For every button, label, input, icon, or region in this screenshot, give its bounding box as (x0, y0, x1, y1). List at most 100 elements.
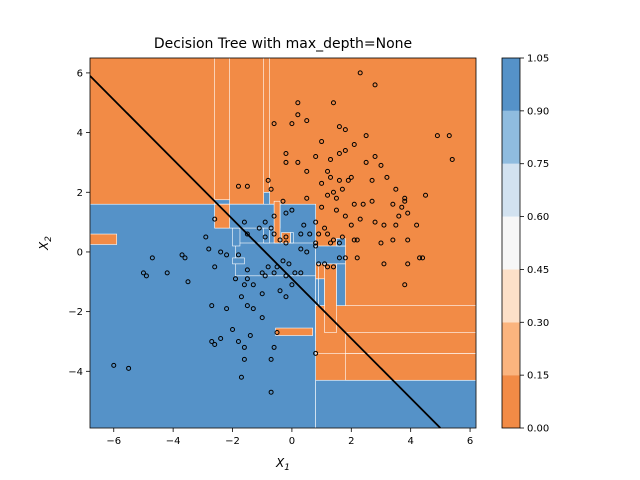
data-point (402, 282, 408, 288)
data-point (277, 237, 283, 243)
data-point (330, 264, 336, 270)
data-point (280, 258, 286, 264)
data-point (325, 168, 331, 174)
data-point (283, 240, 289, 246)
data-point (241, 356, 247, 362)
data-point (283, 159, 289, 165)
region-class-1 (290, 232, 294, 244)
region-class-0 (275, 327, 313, 336)
data-point (369, 177, 375, 183)
data-point (209, 338, 215, 344)
data-point (449, 156, 455, 162)
data-point (271, 270, 277, 276)
data-point (357, 70, 363, 76)
data-point (405, 210, 411, 216)
y-tick-label: −2 (68, 307, 83, 318)
data-point (262, 219, 268, 225)
data-point (304, 168, 310, 174)
data-point (328, 174, 334, 180)
data-point (393, 222, 399, 228)
data-point (265, 264, 271, 270)
colorbar-tick-label: 0.90 (527, 106, 549, 117)
data-point (265, 177, 271, 183)
data-point (212, 216, 218, 222)
data-point (262, 273, 268, 279)
data-point (420, 255, 426, 261)
data-point (446, 133, 452, 139)
data-point (244, 231, 250, 237)
data-point (280, 198, 286, 204)
data-point (351, 142, 357, 148)
data-point (336, 124, 342, 130)
boundary-line (90, 75, 442, 428)
data-point (289, 282, 295, 288)
boundary-line-layer (90, 75, 442, 428)
y-axis-ticks: −4 −2 0 2 4 6 (68, 68, 90, 378)
data-point (333, 195, 339, 201)
data-point (322, 225, 328, 231)
data-point (319, 180, 325, 186)
data-point (405, 237, 411, 243)
data-point (283, 234, 289, 240)
data-point (342, 127, 348, 133)
data-point (316, 231, 322, 237)
data-point (185, 279, 191, 285)
x-tick-label: −6 (106, 436, 121, 447)
data-point (268, 389, 274, 395)
colorbar-tick-label: 0.15 (527, 371, 549, 382)
data-point (271, 121, 277, 127)
data-point (295, 112, 301, 118)
data-point (372, 82, 378, 88)
region-class-0 (273, 200, 281, 244)
y-tick-label: 4 (77, 128, 83, 139)
data-point (339, 234, 345, 240)
data-point (250, 306, 256, 312)
data-point (277, 288, 283, 294)
colorbar-tick-label: 0.45 (527, 265, 549, 276)
data-point (417, 255, 423, 261)
data-point (357, 216, 363, 222)
data-point (333, 207, 339, 213)
data-point (283, 210, 289, 216)
data-point (336, 255, 342, 261)
data-point (244, 276, 250, 282)
colorbar-segment (502, 58, 520, 111)
data-point (241, 344, 247, 350)
data-point (244, 267, 250, 273)
data-point (235, 183, 241, 189)
data-point (328, 240, 334, 246)
y-axis-label: X2 (37, 236, 54, 251)
data-point (259, 315, 265, 321)
data-point (238, 374, 244, 380)
data-point (250, 282, 256, 288)
x-tick-label: 2 (348, 436, 354, 447)
x-tick-label: −4 (166, 436, 181, 447)
data-point (298, 270, 304, 276)
data-point (319, 204, 325, 210)
data-point (262, 234, 268, 240)
data-point (313, 243, 319, 249)
data-point (244, 303, 250, 309)
data-point (399, 204, 405, 210)
x-tick-label: 4 (407, 436, 413, 447)
data-point (298, 231, 304, 237)
data-point (342, 148, 348, 153)
data-point (351, 237, 357, 243)
x-tick-label: 0 (289, 436, 295, 447)
data-point (256, 225, 262, 231)
data-point (328, 156, 334, 162)
data-point (283, 294, 289, 300)
data-point (390, 237, 396, 243)
region-class-1 (315, 245, 346, 265)
data-point (339, 186, 345, 192)
colorbar-tick-label: 0.30 (527, 318, 549, 329)
data-point (247, 333, 253, 338)
data-point (330, 237, 336, 243)
data-point (313, 350, 319, 356)
data-point (384, 174, 390, 180)
data-point (330, 100, 336, 106)
data-point (369, 198, 375, 204)
data-point (354, 255, 360, 261)
data-point (381, 222, 387, 228)
